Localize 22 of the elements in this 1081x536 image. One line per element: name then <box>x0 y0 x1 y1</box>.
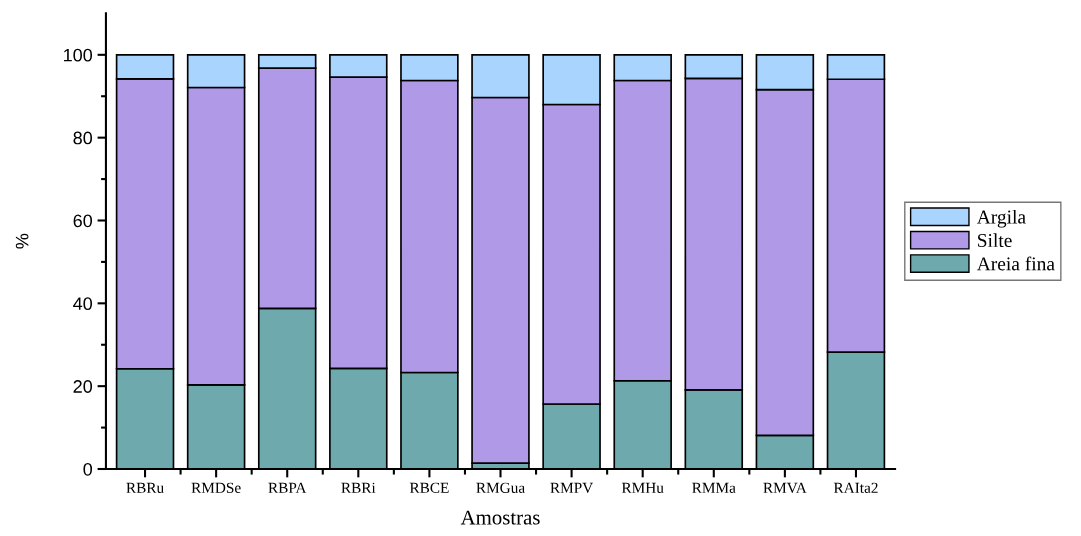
y-tick-label: 40 <box>73 297 93 311</box>
legend-label: Areia fina <box>976 256 1055 271</box>
x-tick-label: RBRi <box>341 482 376 493</box>
x-tick-label: RMGua <box>476 482 525 493</box>
y-tick-label: 100 <box>64 48 93 62</box>
x-tick-label: RMDSe <box>191 482 241 493</box>
x-tick-label: RBCE <box>409 482 449 493</box>
y-tick-label: 0 <box>83 462 93 476</box>
x-tick-label: RMMa <box>692 482 736 493</box>
x-tick-label: RMPV <box>550 482 594 494</box>
x-tick-label: RBPA <box>268 482 307 493</box>
legend-label: Silte <box>978 233 1012 248</box>
x-tick-label: RAIta2 <box>833 482 878 493</box>
x-tick-label: RBRu <box>126 482 164 493</box>
y-tick-label: 60 <box>73 214 93 228</box>
y-axis-title: % <box>15 233 29 249</box>
y-tick-label: 80 <box>73 131 93 145</box>
x-tick-label: RMVA <box>763 482 807 494</box>
y-tick-label: 20 <box>73 380 93 393</box>
legend-label: Argila <box>976 209 1026 228</box>
x-axis-title: Amostras <box>460 510 540 525</box>
x-tick-label: RMHu <box>621 482 664 493</box>
